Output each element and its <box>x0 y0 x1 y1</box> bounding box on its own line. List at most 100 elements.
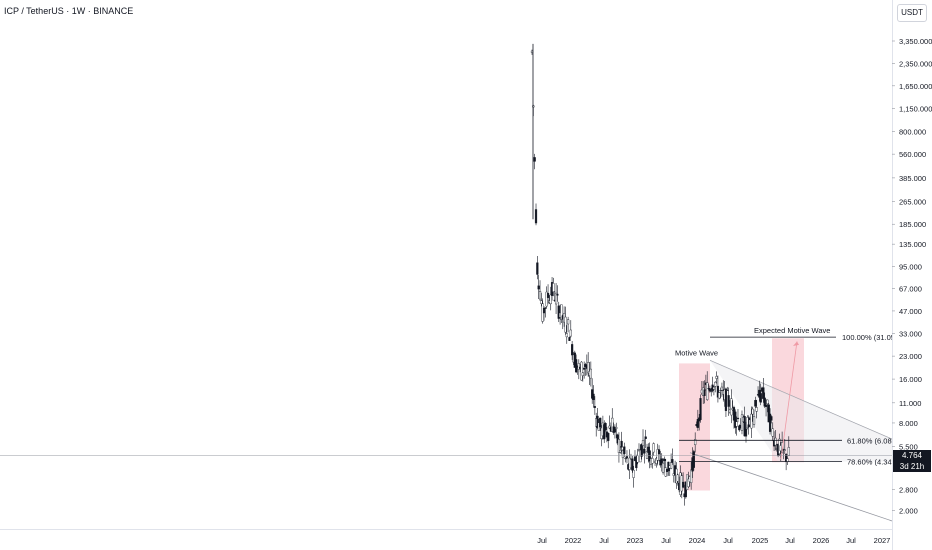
candle <box>750 406 753 439</box>
candle-body <box>663 458 666 462</box>
candle-body <box>583 367 586 370</box>
candle-body <box>552 283 555 292</box>
candle <box>656 443 659 466</box>
candle-body <box>754 400 757 407</box>
candle-body <box>719 389 722 391</box>
candle-body <box>736 417 740 420</box>
candle <box>569 320 572 338</box>
candle <box>652 442 655 456</box>
candle-body <box>560 304 563 320</box>
candle <box>651 452 654 469</box>
candle-body <box>580 361 583 381</box>
time-tick-label: Jul <box>723 536 733 545</box>
price-axis[interactable]: 3,350.000 2,350.000 1,650.000 1,150.000 800.… <box>892 0 932 529</box>
candle <box>542 306 546 321</box>
candle <box>664 458 667 477</box>
projection-arrowhead <box>793 341 799 346</box>
candle-body <box>735 421 738 427</box>
time-tick-label: 2027 <box>874 536 891 545</box>
price-axis-divider <box>892 0 893 550</box>
channel-lower-line <box>689 452 892 522</box>
candle <box>557 301 560 323</box>
price-chart[interactable]: 100.00% (31.050) 61.80% (6.080) 78.60% (4.… <box>0 0 892 529</box>
candle <box>643 439 646 464</box>
candle-body <box>746 417 749 428</box>
candle <box>631 455 634 473</box>
candle <box>687 471 690 488</box>
candle <box>641 429 645 455</box>
price-tick-label: 47.000 <box>899 307 922 316</box>
candle <box>616 433 619 446</box>
candle <box>755 399 758 419</box>
candle-body <box>747 424 750 428</box>
candle-body <box>568 337 571 341</box>
candle <box>593 396 596 415</box>
candle <box>703 380 706 404</box>
price-tick-label: 67.000 <box>899 284 922 293</box>
candle <box>581 372 584 382</box>
candle <box>708 385 711 393</box>
candle-body <box>774 437 777 446</box>
candle-body <box>743 416 746 437</box>
candle-body <box>771 428 774 437</box>
candle <box>599 417 602 431</box>
candle <box>727 387 730 416</box>
candle-body <box>534 209 538 224</box>
price-tick-label: 33.000 <box>899 329 922 338</box>
price-tick-label: 135.000 <box>899 240 926 249</box>
candle <box>720 382 724 397</box>
candle <box>545 286 548 309</box>
candle <box>613 424 617 439</box>
candle-body <box>647 446 650 453</box>
price-tick-label: 1,650.000 <box>899 82 932 91</box>
candle-body <box>763 397 766 407</box>
candle-body <box>715 376 718 379</box>
candle-body <box>556 293 559 296</box>
candle-body <box>660 458 663 463</box>
candle <box>580 361 583 381</box>
candle <box>771 422 774 442</box>
candle <box>767 403 770 423</box>
candle <box>540 292 543 307</box>
candle <box>692 449 695 471</box>
expected-wave-label: Expected Motive Wave <box>754 326 830 335</box>
price-tick-label: 3,350.000 <box>899 37 932 46</box>
projection-arrow <box>780 341 798 460</box>
candle-body <box>670 462 673 469</box>
candle-body <box>661 462 665 473</box>
candle-body <box>750 413 753 429</box>
candle <box>538 280 542 301</box>
candle-body <box>616 434 619 444</box>
candle <box>620 431 623 455</box>
candle-body <box>623 446 626 455</box>
candle-body <box>699 398 702 420</box>
candle-body <box>592 393 595 400</box>
candle-body <box>596 415 599 428</box>
time-axis[interactable]: Jul 2022 Jul 2023 Jul 2024 Jul 2025 Jul 2026 Jul 20… <box>0 529 892 550</box>
candle-body <box>752 416 756 425</box>
candle <box>655 456 658 468</box>
candle-body <box>557 305 560 319</box>
candle <box>604 422 607 432</box>
candle-body <box>640 444 643 457</box>
candle-body <box>636 455 639 463</box>
candle <box>736 409 740 423</box>
current-price-tag: 4.764 <box>893 450 931 461</box>
candle-body <box>635 460 638 469</box>
candle <box>596 408 599 430</box>
currency-button[interactable]: USDT <box>897 4 927 22</box>
candle <box>734 409 737 434</box>
candle <box>768 408 772 435</box>
candle-body <box>554 292 558 305</box>
price-tick-label: 385.000 <box>899 174 926 183</box>
candle <box>716 375 720 403</box>
candle <box>682 472 685 489</box>
candle <box>647 443 650 463</box>
candle <box>617 432 621 463</box>
candle <box>759 383 762 406</box>
candle-body <box>764 404 768 407</box>
price-tick-label: 8.000 <box>899 419 918 428</box>
price-tick-label: 23.000 <box>899 352 922 361</box>
price-tick-label: 1.450 <box>899 527 918 529</box>
